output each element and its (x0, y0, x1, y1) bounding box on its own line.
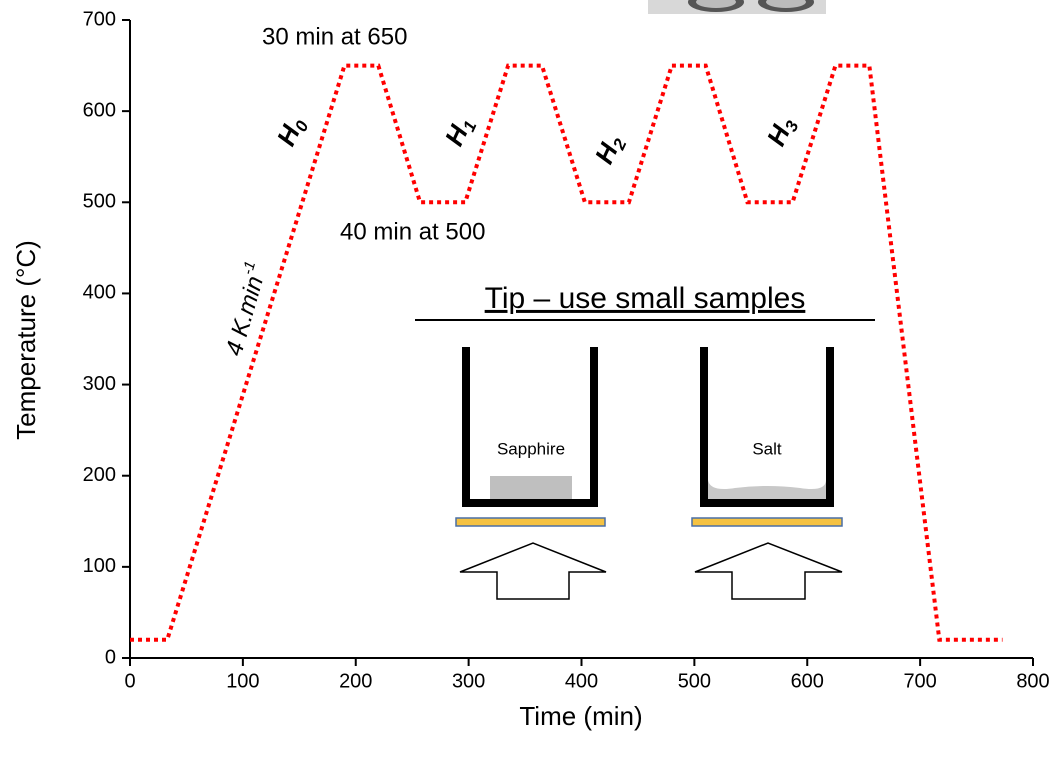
y-tick-label: 100 (83, 555, 116, 577)
y-tick-label: 500 (83, 191, 116, 213)
x-tick-label: 0 (124, 670, 135, 692)
crucible-diagram (456, 347, 842, 599)
rate-main: 4 K.min (221, 273, 269, 359)
tip-text: Tip – use small samples (485, 282, 806, 315)
bottom-hold-label: 40 min at 500 (340, 218, 485, 245)
top-hold-label: 30 min at 650 (262, 23, 407, 50)
y-tick-label: 700 (83, 8, 116, 30)
temperature-line (130, 66, 1003, 640)
y-tick-label: 400 (83, 282, 116, 304)
ramp-label: H1 (439, 112, 481, 152)
x-tick-label: 200 (339, 670, 372, 692)
ramp-label: H2 (589, 129, 632, 169)
x-tick-label: 400 (565, 670, 598, 692)
chart: Time (min) Temperature (°C) 30 min at 65… (0, 0, 1058, 758)
x-tick-label: 300 (452, 670, 485, 692)
x-tick-label: 800 (1016, 670, 1049, 692)
rate-label: 4 K.min-1 (217, 259, 273, 359)
x-tick-label: 100 (226, 670, 259, 692)
ramp-label: H3 (761, 111, 804, 151)
x-tick-label: 600 (791, 670, 824, 692)
y-tick-label: 300 (83, 373, 116, 395)
ramp-label: H0 (271, 111, 314, 151)
x-tick-label: 700 (903, 670, 936, 692)
y-tick-label: 600 (83, 99, 116, 121)
y-tick-label: 0 (105, 646, 116, 668)
y-tick-label: 200 (83, 464, 116, 486)
y-axis-title: Temperature (°C) (11, 240, 41, 440)
x-axis-title: Time (min) (519, 701, 642, 731)
photo-fragment (648, 0, 826, 14)
sample-label: Salt (752, 439, 782, 458)
x-tick-label: 500 (678, 670, 711, 692)
sample-label: Sapphire (497, 439, 565, 458)
